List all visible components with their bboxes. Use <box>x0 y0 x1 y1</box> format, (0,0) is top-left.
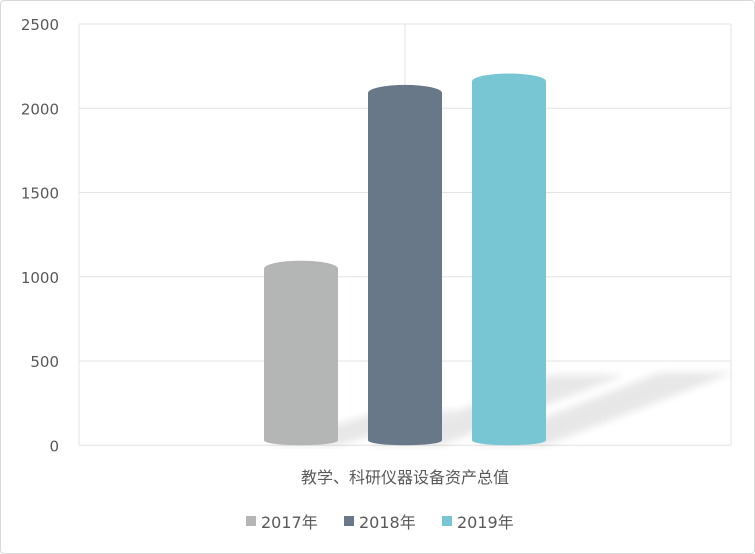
y-tick-label: 1000 <box>21 269 59 287</box>
bar-cylinder-2018年 <box>368 92 442 446</box>
legend-label: 2019年 <box>457 513 514 532</box>
y-tick-label: 1500 <box>21 185 59 203</box>
y-tick-label: 2000 <box>21 100 59 118</box>
bar-top-2018年 <box>368 84 442 101</box>
bar-cylinder-2019年 <box>472 81 546 446</box>
legend-swatch <box>344 516 354 526</box>
legend-label: 2018年 <box>359 513 416 532</box>
category-label: 教学、科研仪器设备资产总值 <box>301 468 509 487</box>
y-tick-label: 0 <box>49 437 59 455</box>
legend-swatch <box>442 516 452 526</box>
legend-label: 2017年 <box>261 513 318 532</box>
bar-cylinder-2017年 <box>264 268 338 446</box>
bar-top-2019年 <box>472 73 546 90</box>
y-tick-label: 500 <box>30 353 59 371</box>
legend-swatch <box>246 516 256 526</box>
bar-top-2017年 <box>264 260 338 277</box>
y-tick-label: 2500 <box>21 16 59 34</box>
